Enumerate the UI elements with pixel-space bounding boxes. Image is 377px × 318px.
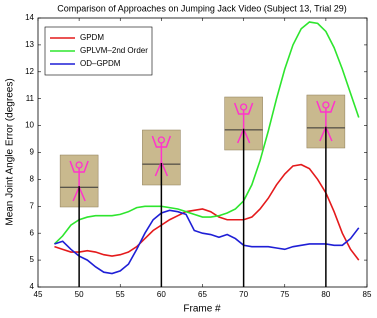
y-tick-label: 11 <box>26 94 35 103</box>
y-tick-label: 5 <box>30 255 35 264</box>
x-tick-label: 80 <box>321 290 330 299</box>
x-tick-label: 55 <box>116 290 125 299</box>
legend-label: OD–GPDM <box>80 59 121 68</box>
x-axis-label: Frame # <box>183 304 221 315</box>
y-tick-label: 14 <box>25 13 34 22</box>
y-tick-label: 10 <box>25 121 34 130</box>
x-tick-label: 60 <box>157 290 166 299</box>
y-axis-label: Mean Joint Angle Error (degrees) <box>5 78 16 225</box>
x-tick-label: 45 <box>34 290 43 299</box>
x-tick-label: 65 <box>198 290 207 299</box>
legend-label: GPLVM–2nd Order <box>80 46 148 55</box>
y-tick-label: 6 <box>30 228 35 237</box>
y-tick-label: 9 <box>30 148 35 157</box>
y-tick-label: 8 <box>30 175 35 184</box>
y-tick-label: 13 <box>25 40 34 49</box>
y-tick-label: 7 <box>30 201 35 210</box>
x-tick-label: 85 <box>363 290 372 299</box>
x-tick-label: 75 <box>280 290 289 299</box>
x-tick-label: 50 <box>75 290 84 299</box>
y-tick-label: 12 <box>25 67 34 76</box>
legend-label: GPDM <box>80 33 104 42</box>
chart: Comparison of Approaches on Jumping Jack… <box>0 0 377 318</box>
legend: GPDM GPLVM–2nd Order OD–GPDM <box>45 27 152 75</box>
x-tick-label: 70 <box>239 290 248 299</box>
chart-title: Comparison of Approaches on Jumping Jack… <box>57 3 347 13</box>
